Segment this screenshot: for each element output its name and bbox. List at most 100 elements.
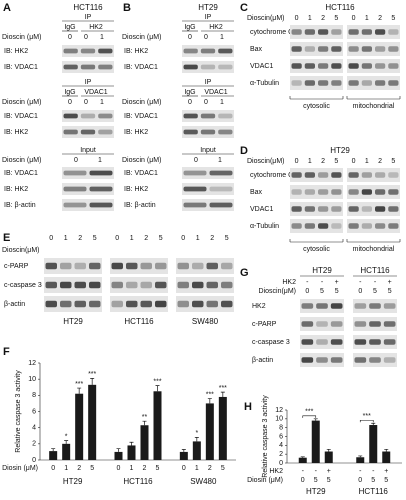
bar xyxy=(88,384,97,460)
blot xyxy=(347,59,400,73)
label: 0 xyxy=(181,235,185,242)
blot xyxy=(182,199,234,211)
band xyxy=(383,357,396,363)
label: 5 xyxy=(391,158,395,165)
bar xyxy=(75,393,84,460)
band xyxy=(383,303,396,309)
error-bar xyxy=(358,455,363,458)
band xyxy=(348,80,359,86)
bar xyxy=(140,425,149,460)
band xyxy=(375,223,386,229)
x-tick-label: 5 xyxy=(327,477,331,484)
label: Dioscin (μM) xyxy=(122,99,161,106)
label: Dioscin (μM) xyxy=(2,99,41,106)
band xyxy=(200,113,216,119)
label: 0 xyxy=(49,235,53,242)
panel-letter: H xyxy=(244,401,252,413)
band xyxy=(318,223,329,229)
band xyxy=(291,80,302,86)
band xyxy=(375,172,386,178)
band xyxy=(330,303,343,309)
y-tick-label: 2 xyxy=(279,451,283,458)
x-tick-label: 5 xyxy=(90,465,94,472)
band xyxy=(183,202,207,208)
label: IgG xyxy=(64,24,75,31)
band xyxy=(183,113,198,119)
band xyxy=(80,64,96,70)
band xyxy=(331,189,342,195)
band xyxy=(361,29,372,35)
significance: *** xyxy=(219,385,227,392)
label: 5 xyxy=(335,288,339,295)
error-bar xyxy=(155,385,160,392)
bracket xyxy=(302,415,317,418)
band xyxy=(304,46,315,52)
label: VDAC1 xyxy=(204,89,227,96)
band xyxy=(63,186,87,192)
label: 1 xyxy=(365,15,369,22)
band xyxy=(80,113,96,119)
band xyxy=(74,262,86,270)
band xyxy=(111,300,123,308)
blot xyxy=(44,258,102,274)
significance: *** xyxy=(305,409,313,416)
y-tick-label: 10 xyxy=(275,416,283,423)
label: HK2 xyxy=(89,24,103,31)
band xyxy=(375,63,386,69)
label: 5 xyxy=(93,235,97,242)
band xyxy=(361,206,372,212)
label: IB: VDAC1 xyxy=(4,170,38,177)
blot xyxy=(290,59,343,73)
label: 0 xyxy=(352,158,356,165)
error-bar xyxy=(220,391,225,397)
band xyxy=(221,300,233,308)
label: 5 xyxy=(334,15,338,22)
blot xyxy=(290,76,343,90)
label: IB: β-actin xyxy=(4,202,36,209)
band xyxy=(316,321,328,327)
band xyxy=(291,206,302,212)
error-bar xyxy=(371,422,376,426)
band xyxy=(291,63,302,69)
label: 1 xyxy=(196,235,200,242)
band xyxy=(192,300,204,308)
x-tick-label: 0 xyxy=(301,477,305,484)
band xyxy=(126,281,138,289)
band xyxy=(304,80,315,86)
band xyxy=(348,46,359,52)
band xyxy=(304,206,315,212)
x-axis-title: Diosin (μM) xyxy=(2,465,38,472)
row-label: HK2 xyxy=(269,468,283,475)
label: 0 xyxy=(305,288,309,295)
label: IB: VDAC1 xyxy=(4,64,38,71)
x-tick-label: 5 xyxy=(314,477,318,484)
bar xyxy=(298,457,307,463)
band xyxy=(316,303,328,309)
band xyxy=(304,189,315,195)
x-tick-label: 1 xyxy=(64,465,68,472)
label: 0 xyxy=(188,34,192,41)
band xyxy=(331,29,342,35)
band xyxy=(301,357,314,363)
blot xyxy=(110,296,168,312)
label: mitochondrial xyxy=(353,246,395,253)
label: 1 xyxy=(308,158,312,165)
cell-line: HCT116 xyxy=(360,266,390,275)
bar xyxy=(382,451,391,463)
band xyxy=(330,339,343,345)
label: 1 xyxy=(365,158,369,165)
blot xyxy=(110,277,168,293)
band xyxy=(348,63,359,69)
label: 0 xyxy=(74,157,78,164)
y-tick-label: 0 xyxy=(279,460,283,467)
band xyxy=(330,357,343,363)
blot xyxy=(290,168,343,182)
band xyxy=(126,300,138,308)
label: 0 xyxy=(295,158,299,165)
label: HK2 xyxy=(252,303,266,310)
label: 0 xyxy=(84,34,88,41)
bar xyxy=(153,391,162,460)
band xyxy=(291,223,302,229)
cell-line: HT29 xyxy=(63,317,83,326)
x-tick-label: - xyxy=(315,468,318,475)
